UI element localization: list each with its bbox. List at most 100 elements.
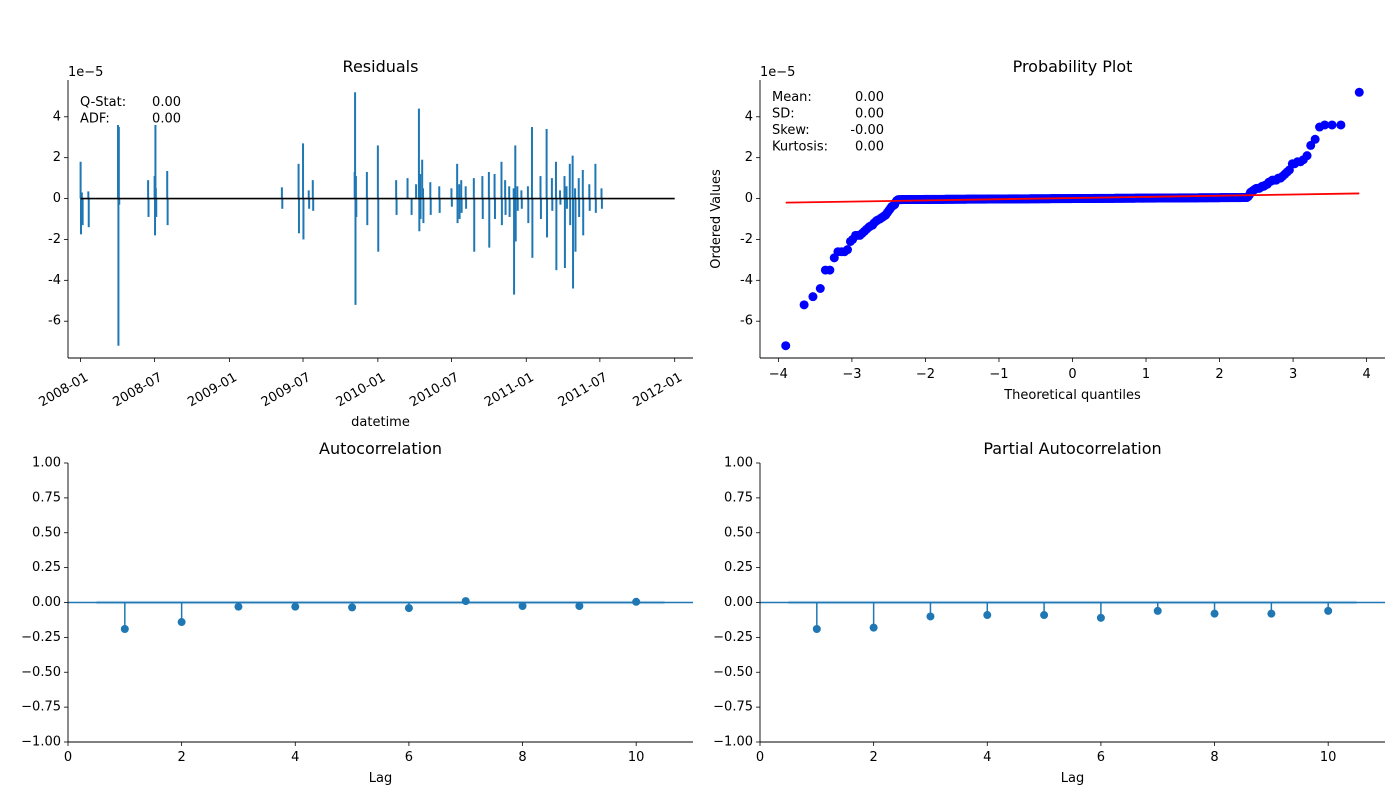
acf-ytick-label: 0.25 <box>32 560 61 575</box>
pacf-marker <box>812 625 821 634</box>
residuals-stat-value: 0.00 <box>152 95 181 110</box>
pacf-ytick-label: −0.75 <box>713 700 753 715</box>
probability-plot-ytick-label: -4 <box>740 273 753 288</box>
pacf-marker <box>1096 613 1105 622</box>
probability-point <box>1354 87 1364 97</box>
residuals-stat-label: Q-Stat: <box>80 95 126 110</box>
probability-stat-label: Kurtosis: <box>772 140 828 155</box>
acf-marker <box>404 604 413 613</box>
acf-ytick-label: −0.25 <box>21 630 61 645</box>
probability-stat-label: SD: <box>772 107 795 122</box>
probability-point <box>1302 151 1312 161</box>
pacf-marker <box>869 623 878 632</box>
acf-ytick-label: 0.75 <box>32 490 61 505</box>
acf-ytick-label: 0.00 <box>32 595 61 610</box>
probability-stat-label: Skew: <box>772 123 810 138</box>
acf-xtick-label: 6 <box>405 750 413 765</box>
acf-marker <box>291 602 300 611</box>
probability-plot-ytick-label: -6 <box>740 314 753 329</box>
acf-xtick-label: 2 <box>177 750 185 765</box>
residuals-ytick-label: 2 <box>53 150 61 165</box>
residuals-xtick-label: 2010-07 <box>407 370 462 410</box>
pacf-ytick-label: 0.25 <box>724 560 753 575</box>
acf-title: Autocorrelation <box>319 439 442 458</box>
pacf-marker <box>1210 609 1219 618</box>
probability-point <box>1320 120 1330 130</box>
residuals-ytick-label: 0 <box>53 191 61 206</box>
probability-stat-label: Mean: <box>772 90 812 105</box>
probability-xtick-label: 3 <box>1289 367 1297 382</box>
probability-point <box>1336 120 1346 130</box>
acf-xtick-label: 4 <box>291 750 299 765</box>
probability-plot-ytick-label: 0 <box>745 191 753 206</box>
acf-marker <box>518 601 527 610</box>
probability-x-axis-label: Theoretical quantiles <box>1003 388 1141 403</box>
pacf-ytick-label: 0.50 <box>724 525 753 540</box>
residuals-ytick-label: -6 <box>48 314 61 329</box>
probability-xtick-label: −1 <box>989 367 1008 382</box>
probability-point <box>808 292 818 302</box>
residuals-x-axis-label: datetime <box>351 415 410 430</box>
residuals-xtick-label: 2009-01 <box>185 370 240 410</box>
probability-xtick-label: 2 <box>1215 367 1223 382</box>
acf-marker <box>234 602 243 611</box>
probability-xtick-label: −2 <box>916 367 935 382</box>
pacf-xtick-label: 4 <box>983 750 991 765</box>
probability-point <box>799 300 809 310</box>
probability-stat-value: 0.00 <box>855 107 884 122</box>
pacf-marker <box>1324 606 1333 615</box>
pacf-marker <box>1040 611 1049 620</box>
pacf-marker <box>926 612 935 621</box>
pacf-ytick-label: 0.75 <box>724 490 753 505</box>
probability-plot-ytick-label: -2 <box>740 232 753 247</box>
acf-marker <box>575 601 584 610</box>
acf-x-axis-label: Lag <box>369 771 392 786</box>
probability-xtick-label: −4 <box>769 367 788 382</box>
probability-plot-ytick-label: 4 <box>745 109 753 124</box>
pacf-x-axis-label: Lag <box>1061 771 1084 786</box>
pacf-marker <box>1267 609 1276 618</box>
residuals-xtick-label: 2011-01 <box>482 370 537 410</box>
residuals-ytick-label: 4 <box>53 109 61 124</box>
residuals-xtick-label: 2008-07 <box>110 370 165 410</box>
residuals-xtick-label: 2010-01 <box>334 370 389 410</box>
probability-point <box>1310 134 1320 144</box>
acf-xtick-label: 0 <box>64 750 72 765</box>
probability-plot-title: Probability Plot <box>1013 57 1133 76</box>
pacf-xtick-label: 6 <box>1097 750 1105 765</box>
acf-marker <box>177 618 186 627</box>
probability-y-axis-label: Ordered Values <box>709 169 724 269</box>
residuals-panel: Residuals 1e−5 -6 -4 -2 0 2 4 2008-01 2008-07 2009… <box>36 57 693 430</box>
probability-xtick-label: 4 <box>1362 367 1370 382</box>
pacf-ytick-label: 1.00 <box>724 456 753 471</box>
probability-stat-value: 0.00 <box>855 140 884 155</box>
acf-xtick-label: 8 <box>518 750 526 765</box>
pacf-xtick-label: 10 <box>1320 750 1337 765</box>
residuals-ytick-label: -4 <box>48 273 61 288</box>
acf-ytick-label: 1.00 <box>32 456 61 471</box>
residuals-xtick-label: 2012-01 <box>631 370 686 410</box>
acf-ytick-label: −1.00 <box>21 735 61 750</box>
probability-xtick-label: −3 <box>842 367 861 382</box>
probability-xtick-label: 0 <box>1068 367 1076 382</box>
residuals-xtick-label: 2009-07 <box>259 370 314 410</box>
probability-plot-ytick-label: 2 <box>745 150 753 165</box>
probability-xtick-label: 1 <box>1142 367 1150 382</box>
probability-point <box>781 341 791 351</box>
probability-fit-line <box>785 192 1360 204</box>
residuals-stat-value: 0.00 <box>152 112 181 127</box>
acf-marker <box>348 603 357 612</box>
acf-panel: Autocorrelation −1.00 −0.75 −0.50 −0.25 0.00 0… <box>21 439 693 786</box>
pacf-title: Partial Autocorrelation <box>983 439 1161 458</box>
pacf-ytick-label: −0.25 <box>713 630 753 645</box>
probability-point <box>815 284 825 293</box>
pacf-panel: Partial Autocorrelation −1.00 −0.75 −0.50 −0… <box>713 439 1385 786</box>
pacf-ytick-label: −0.50 <box>713 665 753 680</box>
residuals-scale-label: 1e−5 <box>68 65 103 80</box>
pacf-xtick-label: 8 <box>1210 750 1218 765</box>
pacf-marker <box>1153 606 1162 615</box>
pacf-ytick-label: 0.00 <box>724 595 753 610</box>
acf-marker <box>120 625 129 634</box>
acf-marker <box>461 597 470 606</box>
residuals-ytick-label: -2 <box>48 232 61 247</box>
